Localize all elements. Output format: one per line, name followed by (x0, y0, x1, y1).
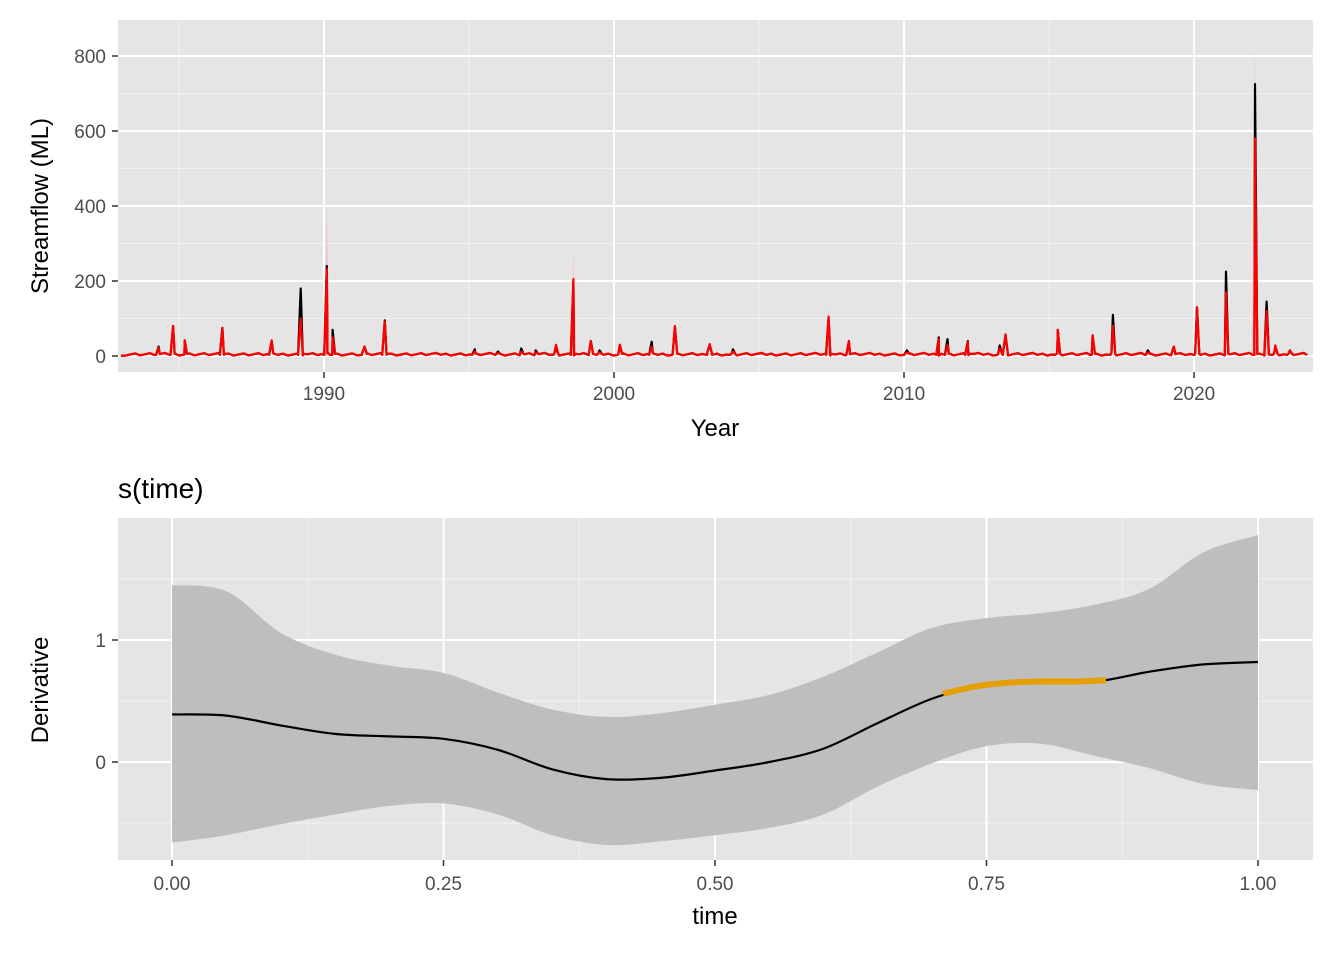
derivative-x-tick-label: 0.25 (425, 874, 462, 895)
streamflow-y-ticks: 0 200 400 600 800 (74, 47, 118, 368)
streamflow-x-tick-label: 1990 (303, 384, 345, 405)
streamflow-grid (118, 20, 1313, 372)
streamflow-x-tick-label: 2020 (1173, 384, 1215, 405)
derivative-y-tick-label: 1 (95, 631, 106, 652)
derivative-x-ticks: 0.00 0.25 0.50 0.75 1.00 (154, 860, 1277, 895)
significant-change-segment (942, 677, 1107, 697)
streamflow-y-tick-label: 0 (95, 347, 106, 368)
derivative-x-tick-label: 0.00 (154, 874, 191, 895)
derivative-panel: s(time) 01 0.00 0.25 0.50 0.75 1.00 time Der… (27, 473, 1313, 930)
derivative-panel-title: s(time) (118, 473, 204, 504)
derivative-x-tick-label: 0.75 (968, 874, 1005, 895)
streamflow-panel: 0 200 400 600 800 1990 2000 2010 2020 Year Stre… (27, 20, 1313, 442)
streamflow-y-tick-label: 600 (74, 122, 106, 143)
streamflow-panel-background (118, 20, 1313, 372)
streamflow-x-tick-label: 2000 (593, 384, 635, 405)
derivative-y-axis-title: Derivative (27, 637, 54, 744)
streamflow-x-tick-label: 2010 (883, 384, 925, 405)
derivative-ribbon (172, 535, 1258, 846)
derivative-y-tick-label: 0 (95, 753, 106, 774)
derivative-x-tick-label: 0.50 (697, 874, 734, 895)
derivative-confidence-band (172, 535, 1258, 846)
derivative-y-ticks: 01 (95, 631, 118, 774)
streamflow-fitted-line (120, 137, 1308, 357)
derivative-series (171, 660, 1259, 781)
derivative-x-tick-label: 1.00 (1240, 874, 1277, 895)
streamflow-series (120, 82, 1308, 357)
streamflow-x-axis-title: Year (691, 415, 740, 442)
streamflow-y-tick-label: 400 (74, 197, 106, 218)
streamflow-y-tick-label: 200 (74, 272, 106, 293)
streamflow-y-axis-title: Streamflow (ML) (27, 118, 54, 294)
streamflow-x-ticks: 1990 2000 2010 2020 (303, 372, 1215, 405)
derivative-x-axis-title: time (692, 903, 737, 930)
streamflow-y-tick-label: 800 (74, 47, 106, 68)
